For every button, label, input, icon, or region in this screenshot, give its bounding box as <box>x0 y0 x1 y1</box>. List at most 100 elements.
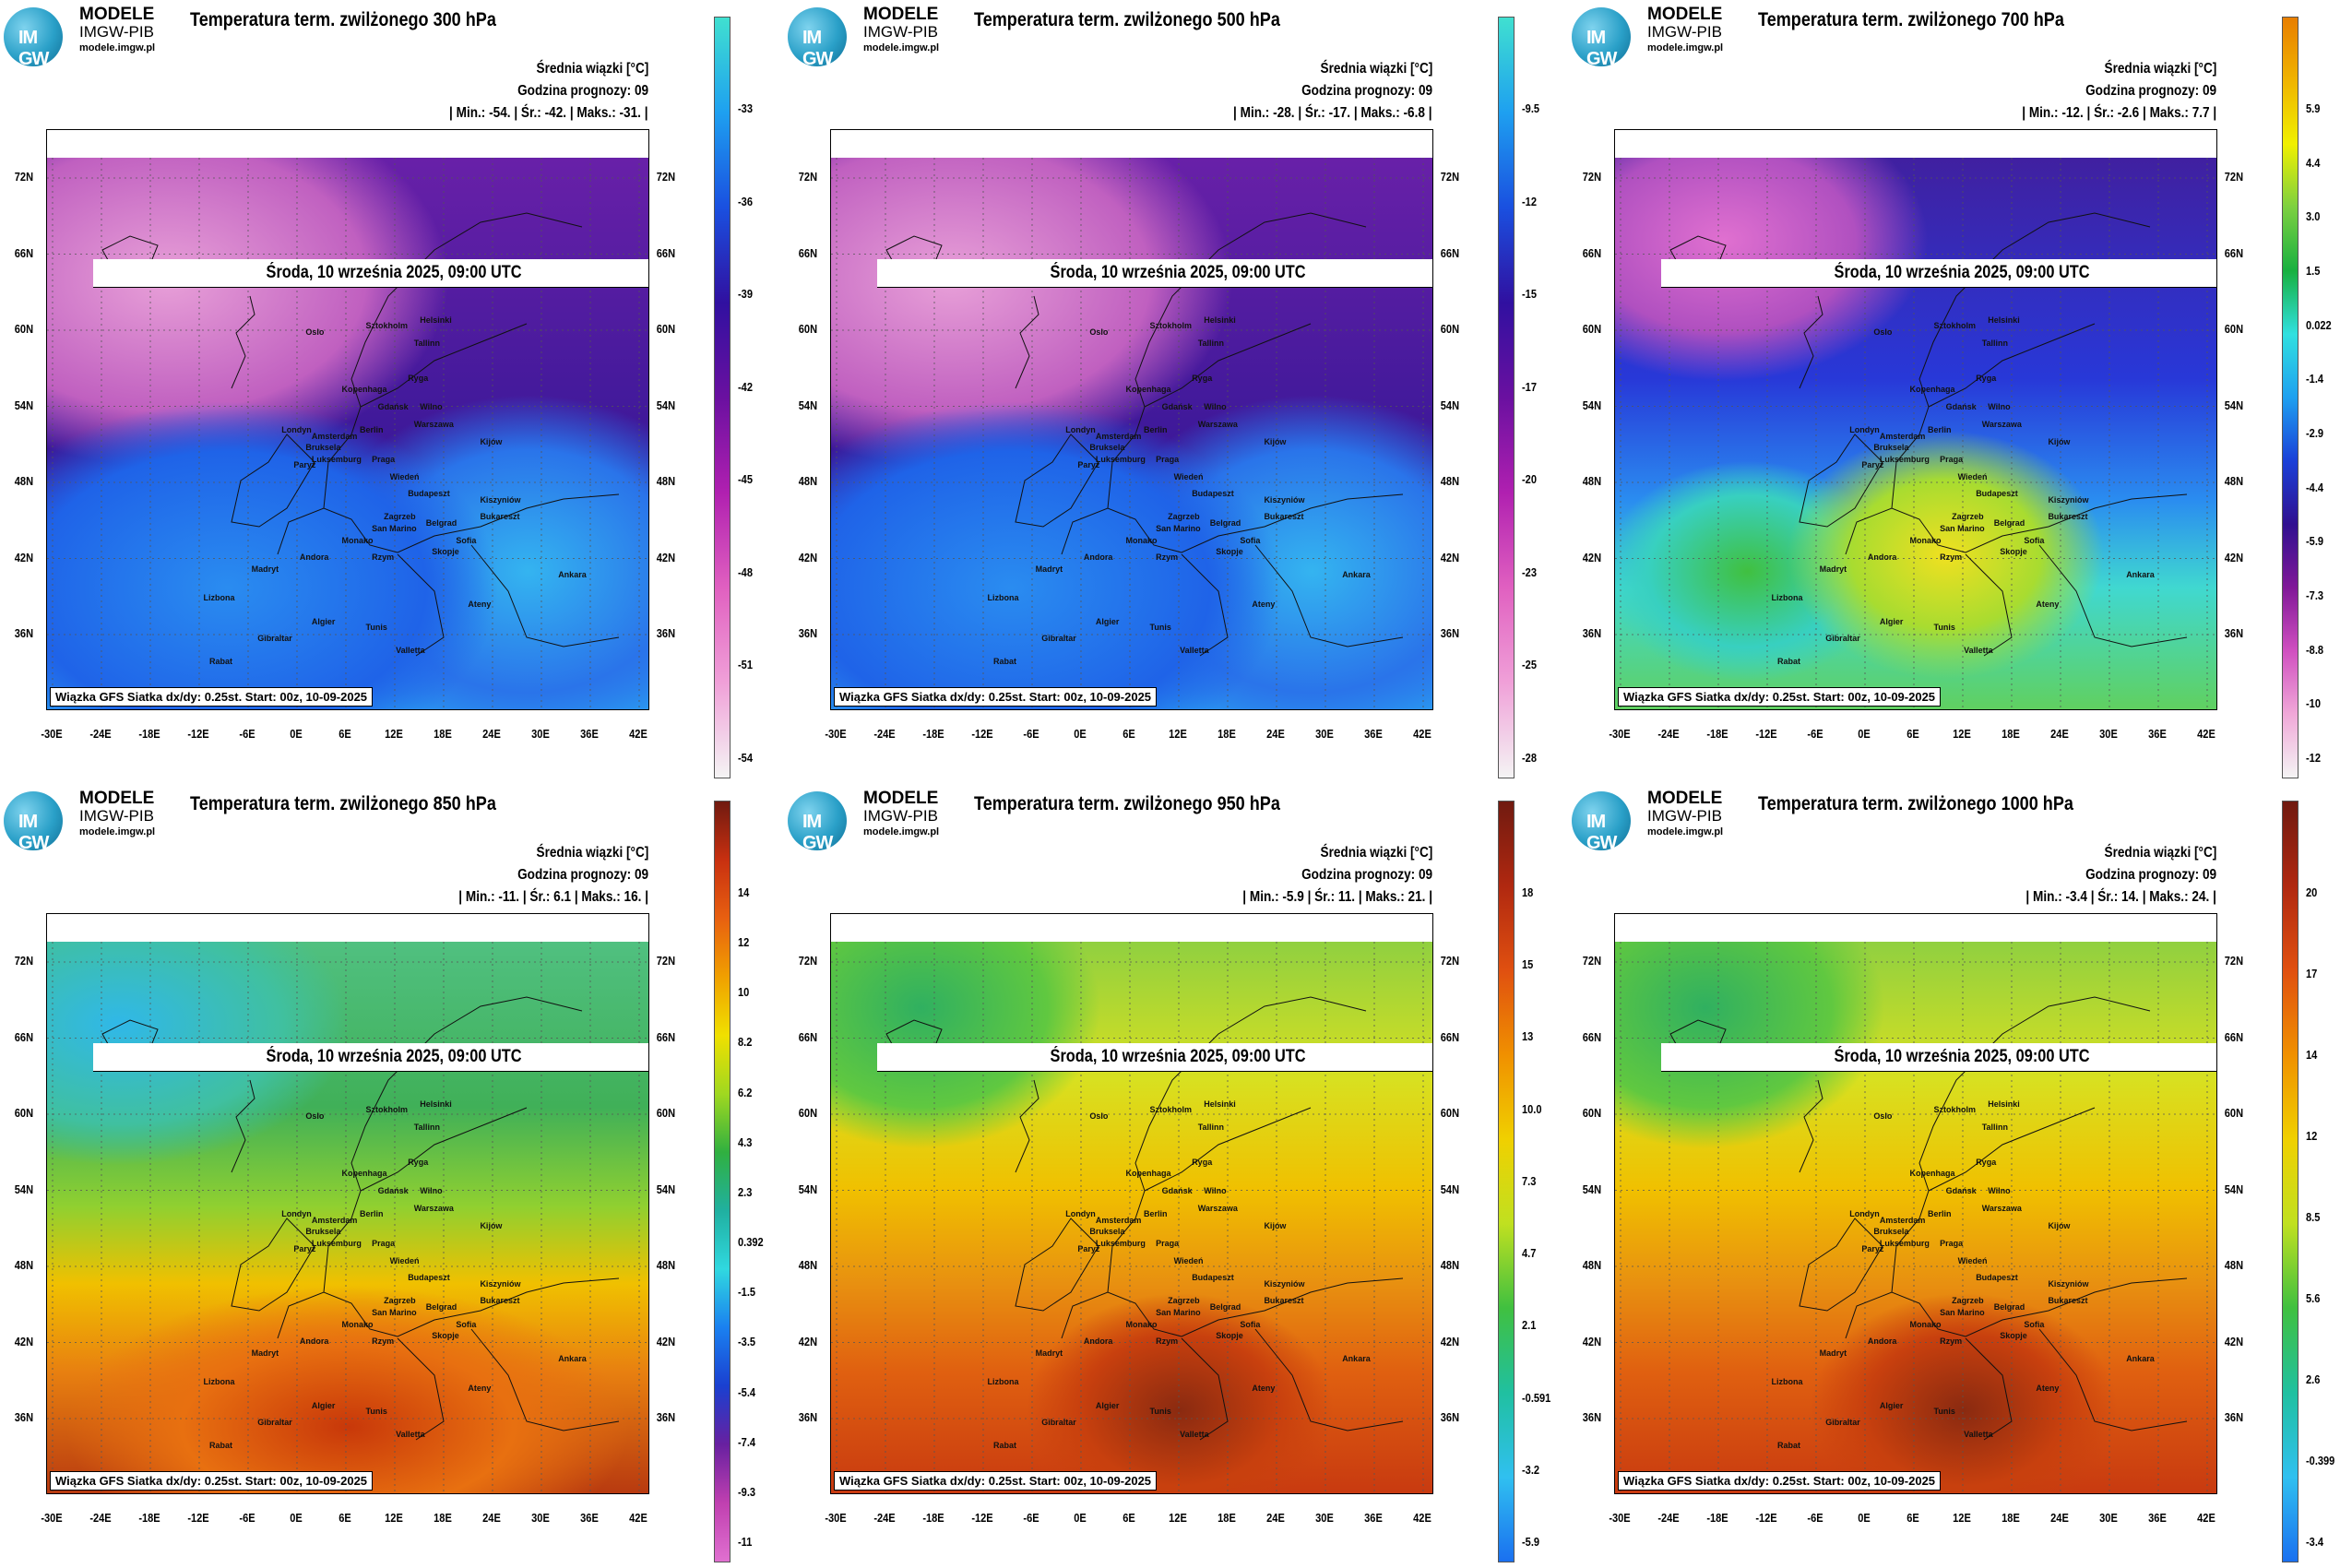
longitude-label: 24E <box>2050 1511 2069 1525</box>
city-label: Bruksela <box>1873 1227 1909 1237</box>
longitude-label: 6E <box>339 1511 351 1525</box>
city-label: Bukareszt <box>1264 1296 1304 1306</box>
longitude-label: 30E <box>2099 1511 2118 1525</box>
city-label: Rzym <box>372 552 395 563</box>
colorbar-tick-label: 4.7 <box>1522 1246 1537 1261</box>
longitude-label: 18E <box>434 1511 452 1525</box>
city-label: Andora <box>1867 1336 1897 1347</box>
city-label: Tunis <box>1933 622 1955 632</box>
latitude-label: 60N <box>2224 322 2244 336</box>
city-label: Budapeszt <box>408 489 450 499</box>
stats-line: | Min.: -5.9 | Śr.: 11. | Maks.: 21. | <box>1242 889 1432 905</box>
city-label: Zagrzeb <box>384 512 416 522</box>
latitude-label: 36N <box>798 1410 818 1424</box>
city-label: Ankara <box>2126 1354 2155 1364</box>
stats-line: | Min.: -12. | Śr.: -2.6 | Maks.: 7.7 | <box>2022 105 2216 121</box>
latitude-label: 54N <box>14 398 34 412</box>
city-label: Gdańsk <box>1161 402 1193 412</box>
city-label: Helsinki <box>420 315 452 325</box>
city-label: Helsinki <box>1204 315 1236 325</box>
city-label: Budapeszt <box>1976 1273 2018 1283</box>
city-label: Zagrzeb <box>1952 512 1984 522</box>
city-label: Berlin <box>360 1209 384 1219</box>
city-label: Sztokholm <box>1933 1105 1977 1115</box>
graticule <box>47 942 648 1493</box>
map-frame: Środa, 10 września 2025, 09:00 UTC Oslo Sz… <box>1614 913 2217 1494</box>
city-label: Kopenhaga <box>341 385 387 395</box>
latitude-label: 48N <box>1440 474 1460 488</box>
brand-name: MODELE <box>1647 5 1723 24</box>
colorbar-tick-label: 7.3 <box>1522 1173 1537 1188</box>
longitude-label: 30E <box>531 1511 550 1525</box>
latitude-label: 54N <box>2224 1182 2244 1196</box>
colorbar-tick-label: -45 <box>738 472 753 487</box>
colorbar-tick-label: 0.022 <box>2306 317 2332 332</box>
colorbar-tick-label: -20 <box>1522 472 1537 487</box>
colorbar-tick-label: 6.2 <box>738 1085 753 1099</box>
colorbar-tick-label: 13 <box>1522 1029 1534 1044</box>
brand-site: modele.imgw.pl <box>863 42 940 53</box>
latitude-label: 48N <box>656 474 676 488</box>
city-label: Tallinn <box>1197 1123 1225 1133</box>
latitude-label: 60N <box>1440 322 1460 336</box>
city-label: Kiszyniów <box>480 494 521 505</box>
city-label: Madryt <box>1035 1348 1063 1358</box>
city-label: Helsinki <box>420 1099 452 1109</box>
colorbar-tick-label: 5.6 <box>2306 1291 2321 1305</box>
city-label: Rabat <box>1777 1441 1801 1451</box>
city-label: Praga <box>372 454 396 464</box>
imgw-logo-icon: IM GW <box>788 7 847 69</box>
longitude-label: -30E <box>825 1511 847 1525</box>
city-label: Rabat <box>1777 657 1801 667</box>
city-label: Lizbona <box>203 1377 235 1387</box>
city-label: Belgrad <box>1209 517 1241 528</box>
city-label: Ankara <box>558 570 587 580</box>
model-footer: Wiązka GFS Siatka dx/dy: 0.25st. Start: … <box>834 687 1158 707</box>
city-label: Rabat <box>209 1441 233 1451</box>
city-label: Belgrad <box>1993 1301 2025 1312</box>
forecast-hour: Godzina prognozy: 09 <box>517 83 648 99</box>
colorbar-tick-label: -0.591 <box>1522 1390 1551 1405</box>
city-label: Londyn <box>281 1209 312 1219</box>
city-label: Lizbona <box>1771 593 1803 603</box>
city-label: Luksemburg <box>1095 454 1146 464</box>
longitude-label: 12E <box>1169 1511 1187 1525</box>
map-date-header: Środa, 10 września 2025, 09:00 UTC <box>877 259 1432 288</box>
longitude-label: 6E <box>1123 727 1135 741</box>
latitude-label: 66N <box>2224 1029 2244 1044</box>
model-footer: Wiązka GFS Siatka dx/dy: 0.25st. Start: … <box>50 1471 374 1491</box>
city-label: Andora <box>299 552 329 563</box>
longitude-label: -24E <box>1657 727 1680 741</box>
map-date-text: Środa, 10 września 2025, 09:00 UTC <box>1834 263 2090 282</box>
latitude-label: 66N <box>798 245 818 260</box>
city-label: Tallinn <box>1981 1123 2009 1133</box>
city-label: Ateny <box>468 1383 492 1393</box>
colorbar-tick-label: 4.3 <box>738 1134 753 1149</box>
city-label: Wiedeń <box>1957 1255 1988 1265</box>
longitude-label: -30E <box>41 1511 63 1525</box>
longitude-label: 30E <box>531 727 550 741</box>
longitude-label: 42E <box>2197 727 2215 741</box>
brand-name: MODELE <box>863 789 939 808</box>
city-label: Gdańsk <box>377 1186 409 1196</box>
city-label: Algier <box>1879 616 1904 626</box>
brand-org: IMGW-PIB <box>863 23 938 41</box>
colorbar-tick-label: 10 <box>738 985 750 1000</box>
city-label: Rzym <box>1940 552 1963 563</box>
map-panel: IM GW MODELE IMGW-PIB modele.imgw.pl Tempera… <box>0 0 784 784</box>
latitude-label: 72N <box>1440 170 1460 184</box>
latitude-label: 42N <box>656 550 676 564</box>
colorbar-tick-label: 15 <box>1522 957 1534 972</box>
temperature-field <box>831 942 1432 1493</box>
model-footer: Wiązka GFS Siatka dx/dy: 0.25st. Start: … <box>50 687 374 707</box>
graticule <box>47 158 648 709</box>
panel-title: Temperatura term. zwilżonego 850 hPa <box>190 793 496 814</box>
city-label: Kijów <box>2048 1220 2071 1230</box>
longitude-label: 0E <box>1858 727 1871 741</box>
city-label: Gdańsk <box>1945 1186 1977 1196</box>
city-label: Wiedeń <box>389 471 420 481</box>
imgw-logo-icon: IM GW <box>4 7 63 69</box>
longitude-label: 18E <box>1218 727 1236 741</box>
city-label: Monako <box>1909 535 1942 545</box>
latitude-label: 60N <box>14 322 34 336</box>
